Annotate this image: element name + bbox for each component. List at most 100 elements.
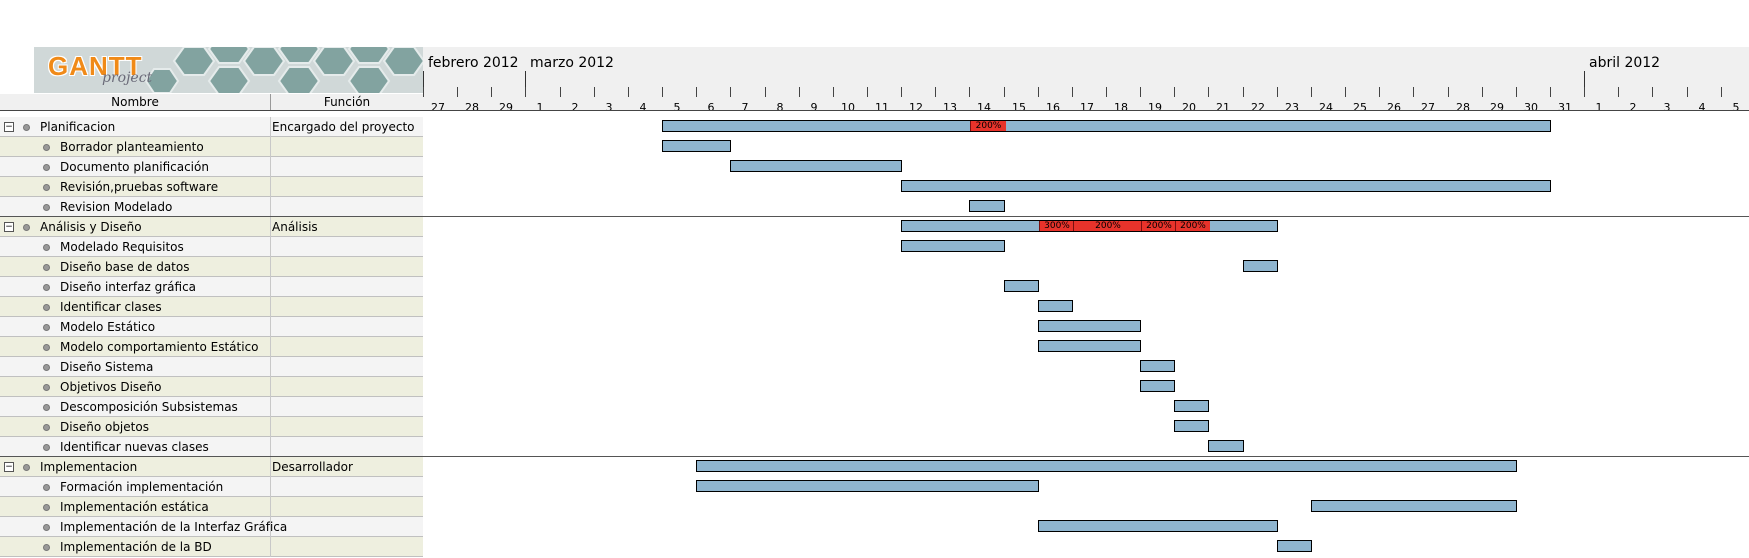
column-divider[interactable] — [270, 94, 271, 110]
collapse-icon[interactable]: − — [4, 462, 14, 472]
task-function: Análisis — [272, 220, 318, 234]
day-label: 27 — [431, 101, 445, 114]
task-row[interactable]: Diseño Sistema — [0, 357, 423, 377]
cell-divider — [270, 137, 271, 157]
day-tick — [560, 87, 561, 97]
collapse-icon[interactable]: − — [4, 122, 14, 132]
day-label: 1 — [536, 101, 544, 114]
task-bar[interactable] — [662, 140, 731, 152]
task-bullet-icon — [23, 124, 30, 131]
column-header-name[interactable]: Nombre — [111, 95, 159, 109]
task-bar[interactable] — [969, 200, 1005, 212]
logo-subtitle: project — [102, 70, 153, 86]
task-row[interactable]: Diseño base de datos — [0, 257, 423, 277]
day-tick — [1345, 87, 1346, 97]
task-row[interactable]: Objetivos Diseño — [0, 377, 423, 397]
task-name: Diseño base de datos — [60, 260, 190, 274]
day-tick — [1072, 87, 1073, 97]
day-tick — [628, 87, 629, 97]
task-row[interactable]: Diseño objetos — [0, 417, 423, 437]
task-row[interactable]: Borrador planteamiento — [0, 137, 423, 157]
task-row[interactable]: Documento planificación — [0, 157, 423, 177]
column-header-function[interactable]: Función — [323, 95, 371, 109]
day-label: 7 — [741, 101, 749, 114]
task-bar[interactable] — [1208, 440, 1244, 452]
task-row[interactable]: Diseño interfaz gráfica — [0, 277, 423, 297]
day-label: 28 — [465, 101, 479, 114]
task-bar[interactable] — [1038, 320, 1141, 332]
task-row[interactable]: Identificar nuevas clases — [0, 437, 423, 457]
task-bullet-icon — [43, 284, 50, 291]
task-group-row[interactable]: − Análisis y Diseño Análisis — [0, 217, 423, 237]
day-tick — [1652, 87, 1653, 97]
task-bullet-icon — [43, 504, 50, 511]
header-divider — [0, 110, 1749, 111]
day-label: 26 — [1387, 101, 1401, 114]
task-row[interactable]: Identificar clases — [0, 297, 423, 317]
summary-task-bar[interactable] — [662, 120, 1551, 132]
task-name: Objetivos Diseño — [60, 380, 162, 394]
day-label: 31 — [1558, 101, 1572, 114]
table-header: Nombre Función — [0, 94, 423, 110]
task-name: Revisión,pruebas software — [60, 180, 219, 194]
task-bar[interactable] — [1174, 420, 1209, 432]
day-tick — [1379, 87, 1380, 97]
task-name: Modelo comportamiento Estático — [60, 340, 259, 354]
task-bar[interactable] — [696, 480, 1039, 492]
task-name: Diseño interfaz gráfica — [60, 280, 197, 294]
task-group-row[interactable]: − Planificacion Encargado del proyecto — [0, 117, 423, 137]
task-bullet-icon — [23, 464, 30, 471]
task-bar[interactable] — [1140, 360, 1175, 372]
day-tick — [765, 87, 766, 97]
day-tick — [867, 87, 868, 97]
cell-divider — [270, 317, 271, 337]
task-name: Implementacion — [40, 460, 138, 474]
overload-marker: 200% — [970, 121, 1006, 131]
summary-task-bar[interactable] — [696, 460, 1517, 472]
cell-divider — [270, 517, 271, 537]
cell-divider — [270, 197, 271, 217]
task-row[interactable]: Formación implementación — [0, 477, 423, 497]
day-tick — [969, 87, 970, 97]
day-label: 29 — [1490, 101, 1504, 114]
task-bar[interactable] — [901, 240, 1005, 252]
task-row[interactable]: Descomposición Subsistemas — [0, 397, 423, 417]
task-row[interactable]: Revisión,pruebas software — [0, 177, 423, 197]
task-bar[interactable] — [1311, 500, 1517, 512]
day-tick — [594, 87, 595, 97]
task-row[interactable]: Modelo Estático — [0, 317, 423, 337]
task-bar[interactable] — [1140, 380, 1175, 392]
day-label: 9 — [810, 101, 818, 114]
day-tick — [1038, 87, 1039, 97]
task-row[interactable]: Implementación de la BD — [0, 537, 423, 557]
task-bar[interactable] — [1004, 280, 1039, 292]
day-label: 29 — [499, 101, 513, 114]
day-label: 22 — [1251, 101, 1265, 114]
day-tick — [935, 87, 936, 97]
task-bar[interactable] — [1038, 340, 1141, 352]
task-bar[interactable] — [901, 180, 1551, 192]
task-bar[interactable] — [1038, 520, 1278, 532]
collapse-icon[interactable]: − — [4, 222, 14, 232]
cell-divider — [270, 217, 271, 237]
task-row[interactable]: Implementación estática — [0, 497, 423, 517]
task-row[interactable]: Modelado Requisitos — [0, 237, 423, 257]
task-row[interactable]: Modelo comportamiento Estático — [0, 337, 423, 357]
task-row[interactable]: Implementación de la Interfaz Gráfica — [0, 517, 423, 537]
task-row[interactable]: Revision Modelado — [0, 197, 423, 217]
task-bar[interactable] — [1174, 400, 1209, 412]
task-bar[interactable] — [1243, 260, 1278, 272]
task-bar[interactable] — [730, 160, 902, 172]
task-bar[interactable] — [1277, 540, 1312, 552]
task-bar[interactable] — [1038, 300, 1073, 312]
day-tick — [1140, 87, 1141, 97]
day-tick — [1004, 87, 1005, 97]
task-name: Formación implementación — [60, 480, 224, 494]
day-tick — [525, 87, 526, 97]
task-name: Implementación de la Interfaz Gráfica — [60, 520, 288, 534]
day-tick — [491, 87, 492, 97]
task-bullet-icon — [43, 244, 50, 251]
task-group-row[interactable]: − Implementacion Desarrollador — [0, 457, 423, 477]
day-label: 1 — [1595, 101, 1603, 114]
day-tick — [1482, 87, 1483, 97]
